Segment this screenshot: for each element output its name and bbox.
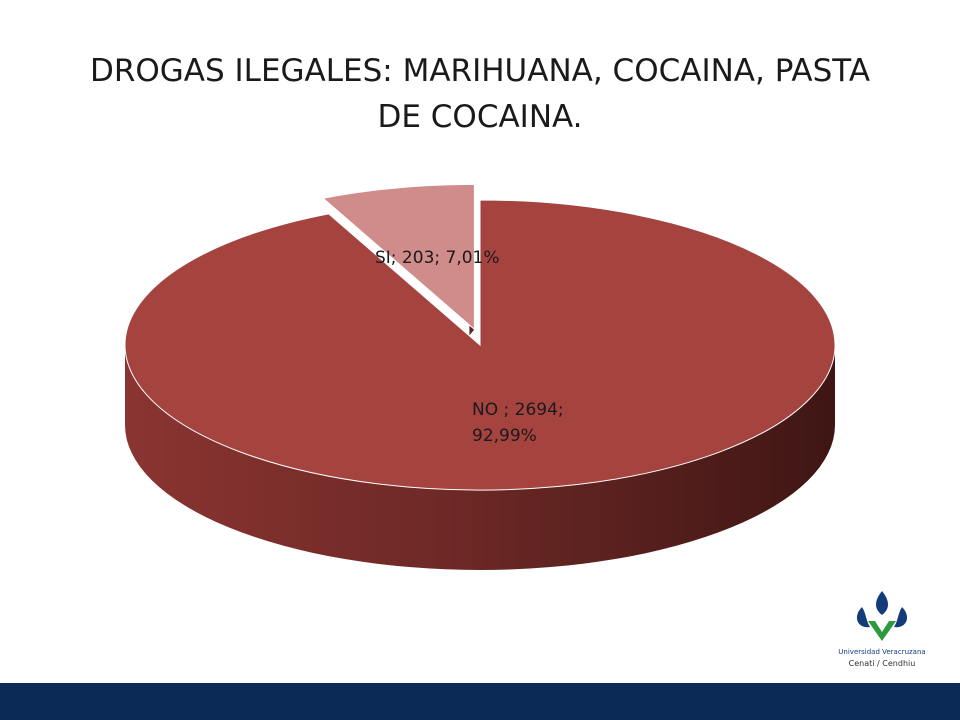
pie-side xyxy=(125,345,835,570)
logo: Universidad Veracruzana Cenati / Cendhiu xyxy=(822,585,942,683)
unit: Cenati / Cendhiu xyxy=(848,659,916,668)
pie-slice xyxy=(322,183,475,331)
data-label: SI; 203; 7,01% xyxy=(375,248,500,268)
logo-icon xyxy=(856,591,908,641)
pie-slice xyxy=(124,199,836,491)
chart-title: DROGAS ILEGALES: MARIHUANA, COCAINA, PAS… xyxy=(89,53,871,135)
footer-band xyxy=(0,683,960,720)
data-label: NO ; 2694; 92,99% xyxy=(472,400,564,446)
institution: Universidad Veracruzana xyxy=(838,648,926,656)
